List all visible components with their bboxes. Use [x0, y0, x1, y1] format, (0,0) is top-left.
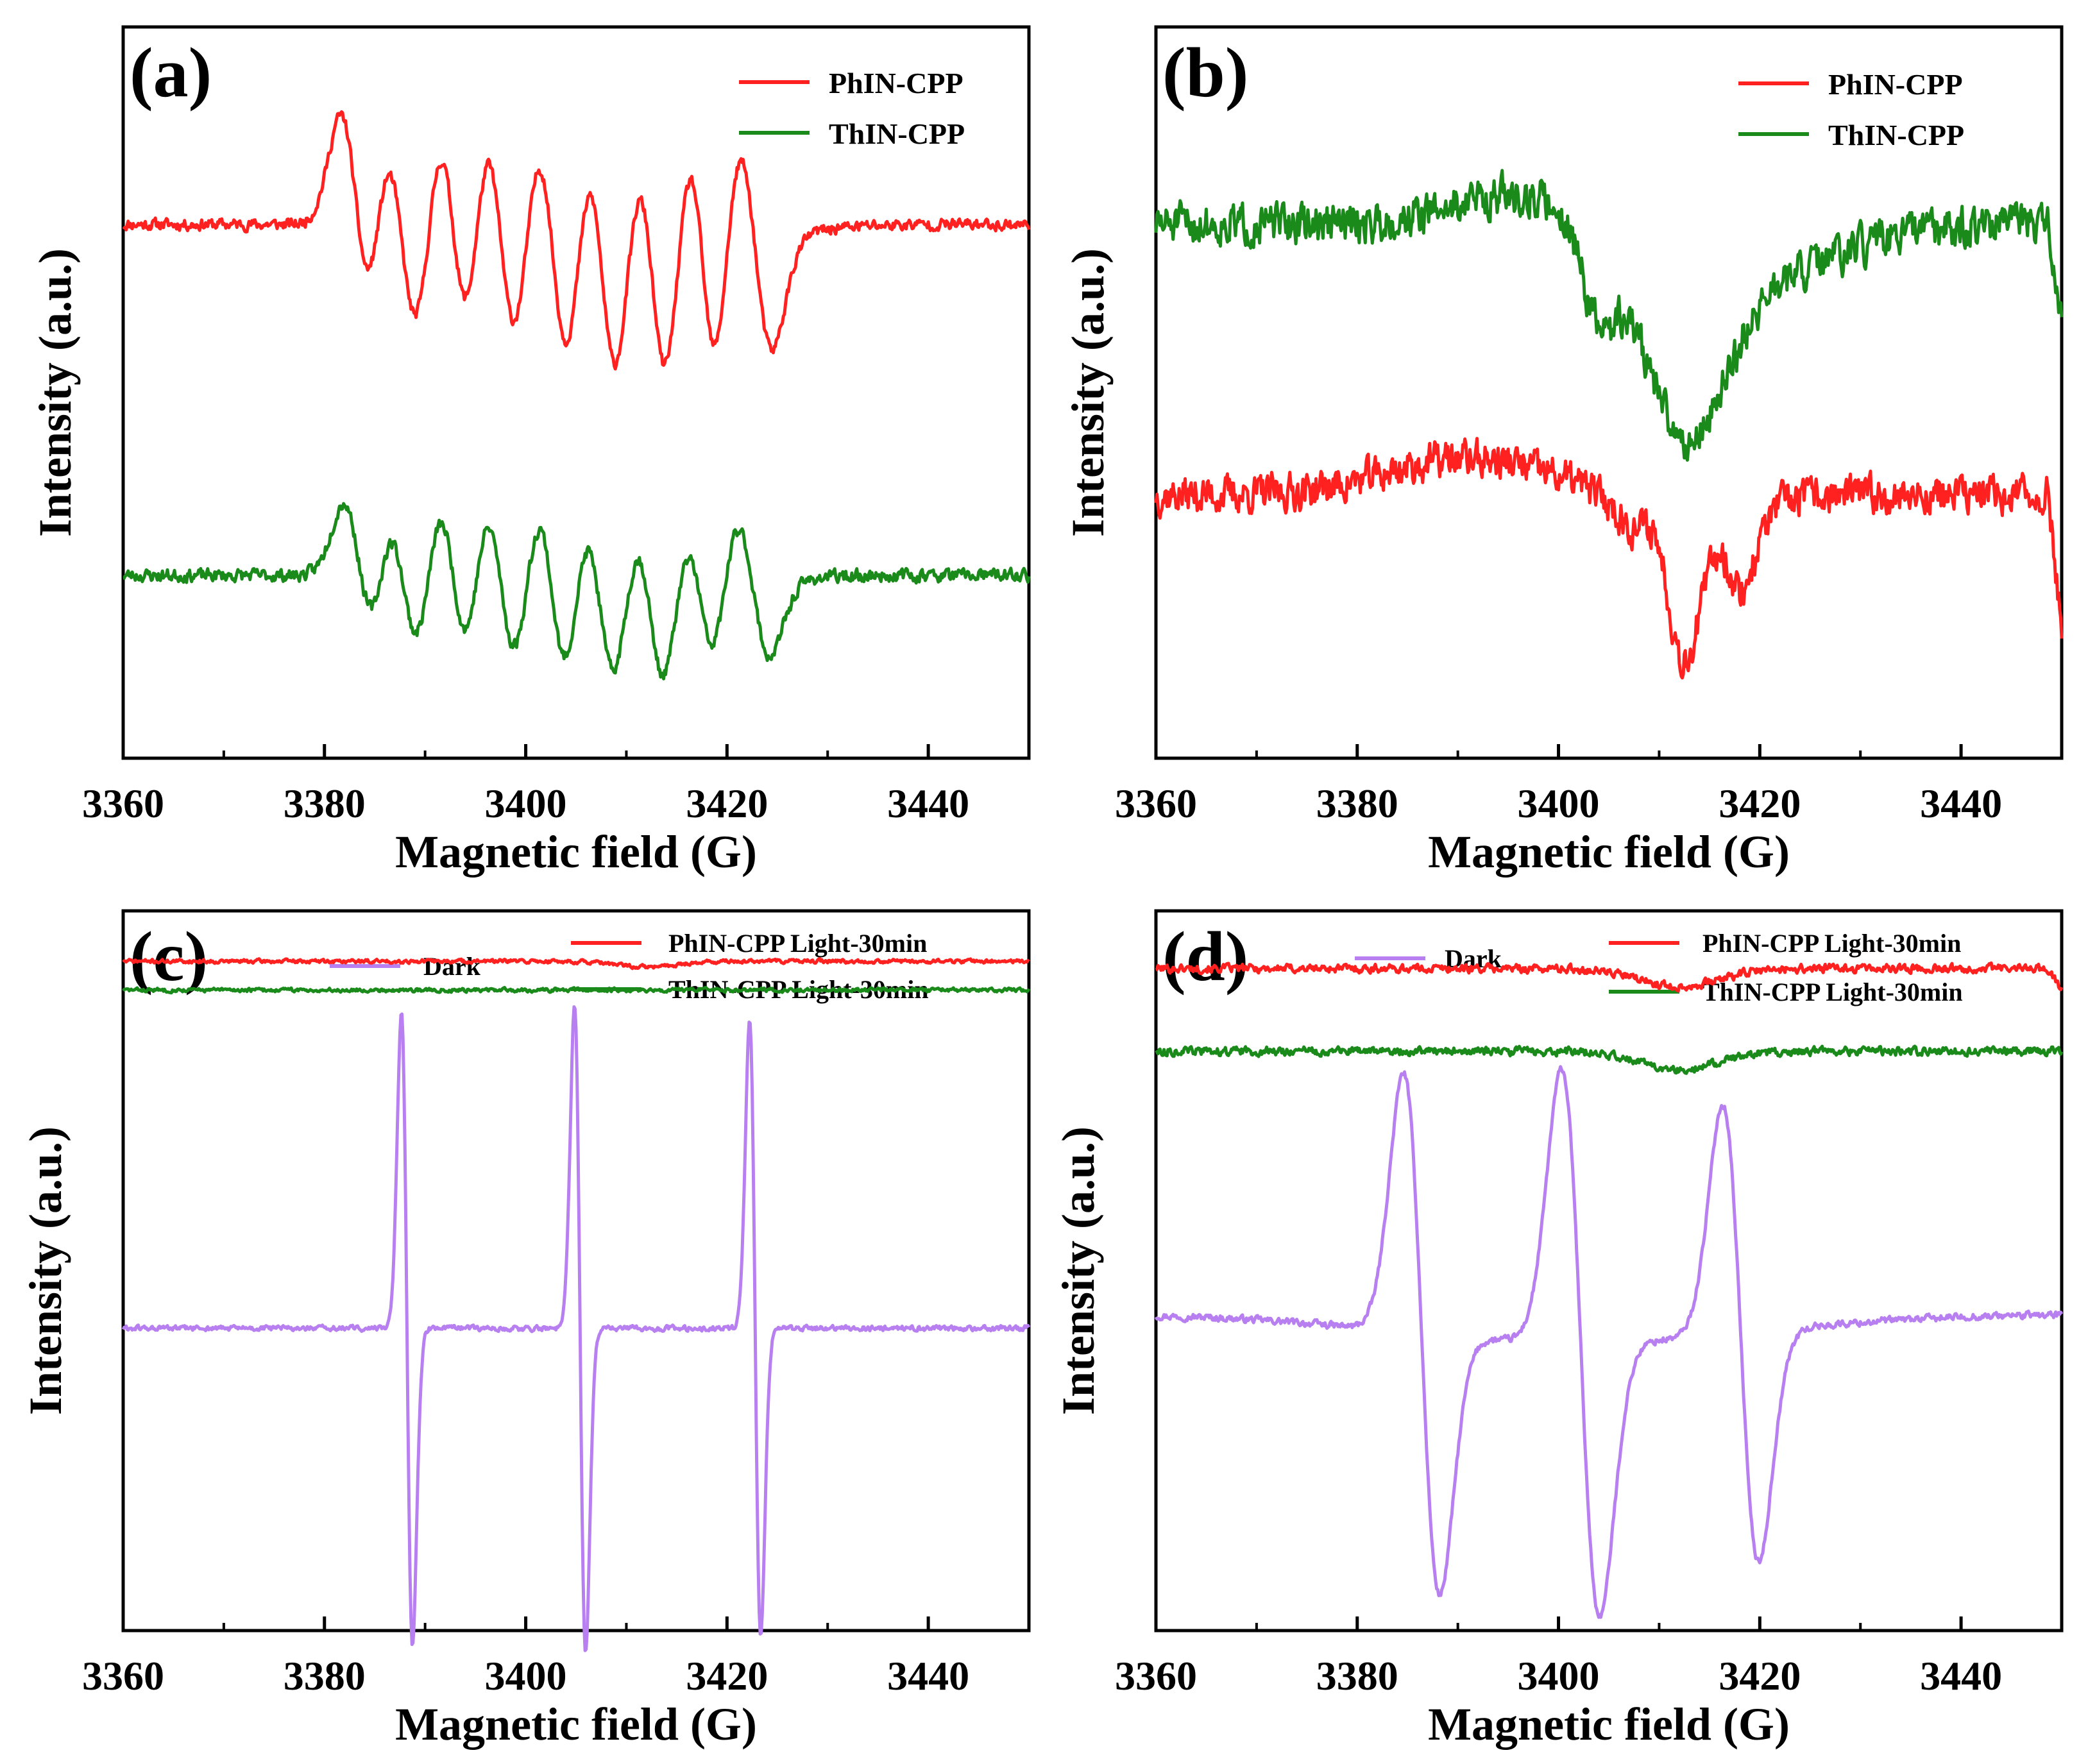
panel-d-xtick-label: 3420: [1719, 1653, 1801, 1699]
panel-c-xtick-label: 3380: [284, 1653, 366, 1699]
panel-c-series-thin-cpp-light-30min: [121, 986, 1031, 995]
panel-d-xtick-label: 3440: [1920, 1653, 2002, 1699]
panel-b-xtick-label: 3380: [1316, 781, 1398, 826]
legend-b-phin-label: PhIN-CPP: [1828, 68, 1963, 101]
panel-c-frame: [121, 909, 1031, 1633]
legend-d-phin-label: PhIN-CPP Light-30min: [1702, 929, 1961, 958]
panel-b-ticks: 3360 3380 3400 3420 3440: [1115, 744, 2002, 826]
panel-b-series-phin-cpp: [1154, 437, 2064, 680]
panel-b-xtick-label: 3440: [1920, 781, 2002, 826]
panel-d: 3360 3380 3400 3420 3440 (d) Dark PhIN-CPP L…: [1053, 909, 2064, 1750]
panel-a-xlabel: Magnetic field (G): [395, 826, 757, 878]
panel-d-series-dark: [1154, 1065, 2064, 1619]
panel-b-xlabel: Magnetic field (G): [1428, 826, 1790, 878]
panel-c-xtick-label: 3360: [82, 1653, 164, 1699]
panel-a-xtick-label: 3420: [686, 781, 768, 826]
panel-b-ylabel: Intensity (a.u.): [1062, 248, 1114, 537]
panel-a-plot: [122, 110, 1031, 681]
panel-a-ylabel: Intensity (a.u.): [30, 248, 81, 537]
legend-a-phin-label: PhIN-CPP: [829, 67, 963, 99]
panel-b: 3360 3380 3400 3420 3440 (b) PhIN-CPP ThIN-C…: [1062, 25, 2064, 878]
panel-a-xtick-label: 3360: [82, 781, 164, 826]
panel-b-legend: PhIN-CPP ThIN-CPP: [1738, 68, 1964, 151]
panel-d-frame: [1154, 909, 2064, 1633]
panel-c-plot: [121, 957, 1031, 1652]
panel-b-xtick-label: 3420: [1719, 781, 1801, 826]
panel-b-xtick-label: 3360: [1115, 781, 1197, 826]
legend-c-phin-label: PhIN-CPP Light-30min: [668, 929, 927, 958]
panel-d-series-phin-cpp-light-30min: [1155, 961, 2064, 993]
panel-d-label: (d): [1162, 917, 1248, 996]
legend-a-thin-label: ThIN-CPP: [829, 117, 965, 150]
panel-d-xtick-label: 3400: [1518, 1653, 1600, 1699]
panel-c-xtick-label: 3400: [485, 1653, 567, 1699]
panel-d-ylabel: Intensity (a.u.): [1053, 1126, 1104, 1415]
panel-c-series-phin-cpp-light-30min: [122, 957, 1030, 971]
panel-a-legend: PhIN-CPP ThIN-CPP: [739, 67, 965, 150]
legend-b-thin-label: ThIN-CPP: [1828, 119, 1964, 151]
panel-d-ticks: 3360 3380 3400 3420 3440: [1115, 1616, 2002, 1699]
panel-d-xtick-label: 3360: [1115, 1653, 1197, 1699]
panel-c-label: (c): [130, 917, 208, 996]
panel-c-xtick-label: 3440: [887, 1653, 969, 1699]
panel-b-xtick-label: 3400: [1518, 781, 1600, 826]
panel-b-frame: [1154, 25, 2064, 760]
panel-a-series-phin-cpp: [122, 110, 1031, 371]
panel-a-ticks: 3360 3380 3400 3420 3440: [82, 744, 969, 826]
panel-c-ticks: 3360 3380 3400 3420 3440: [82, 1616, 969, 1699]
panel-a-xtick-label: 3440: [887, 781, 969, 826]
panel-a-label: (a): [130, 33, 212, 112]
panel-d-xlabel: Magnetic field (G): [1428, 1699, 1790, 1750]
panel-c-xtick-label: 3420: [686, 1653, 768, 1699]
panel-d-series-thin-cpp-light-30min: [1155, 1044, 2064, 1075]
panel-c-xlabel: Magnetic field (G): [395, 1699, 757, 1750]
panel-c-series-dark: [121, 1005, 1031, 1652]
panel-a: 3360 3380 3400 3420 3440 (a) PhIN-CPP ThIN-C…: [30, 25, 1031, 878]
legend-c-dark-label: Dark: [423, 952, 481, 981]
panel-a-series-thin-cpp: [123, 502, 1031, 681]
panel-a-xtick-label: 3400: [485, 781, 567, 826]
panel-b-plot: [1154, 169, 2064, 680]
panel-b-series-thin-cpp: [1154, 169, 2064, 462]
panel-a-xtick-label: 3380: [284, 781, 366, 826]
panel-c: 3360 3380 3400 3420 3440 (c) Dark PhIN-CPP L…: [20, 909, 1031, 1750]
panel-c-ylabel: Intensity (a.u.): [20, 1126, 71, 1415]
legend-d-thin-label: ThIN-CPP Light-30min: [1702, 978, 1963, 1006]
panel-d-xtick-label: 3380: [1316, 1653, 1398, 1699]
panel-d-plot: [1154, 961, 2064, 1619]
panel-d-legend: Dark PhIN-CPP Light-30min ThIN-CPP Light…: [1355, 929, 1963, 1006]
panel-b-label: (b): [1162, 33, 1248, 112]
panel-a-frame: [121, 25, 1031, 760]
